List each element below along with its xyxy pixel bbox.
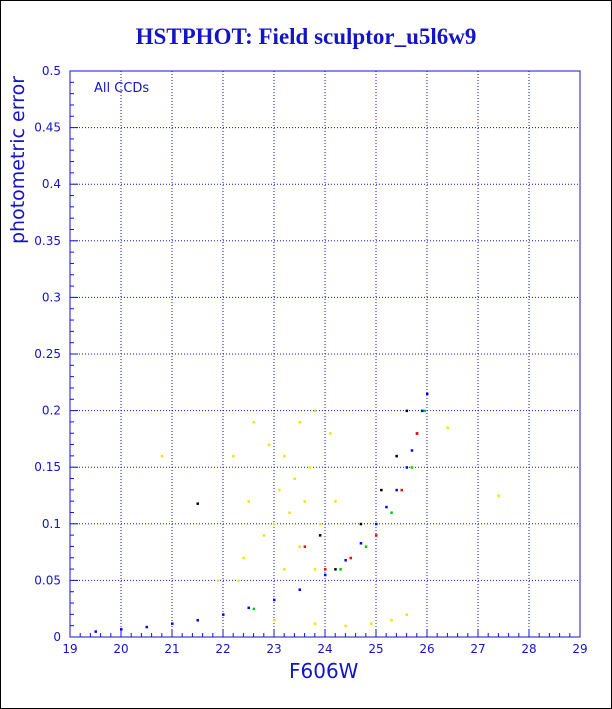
x-tick-label: 24 xyxy=(317,642,332,656)
data-point xyxy=(318,534,322,537)
data-point xyxy=(303,545,307,548)
data-point xyxy=(232,454,235,458)
data-point xyxy=(497,494,500,497)
y-tick-label: 0.45 xyxy=(34,121,61,135)
data-point xyxy=(349,556,352,560)
data-point xyxy=(283,568,286,571)
data-point xyxy=(298,545,301,548)
data-point xyxy=(273,598,276,602)
data-point xyxy=(283,454,286,458)
data-point xyxy=(278,488,281,492)
data-point xyxy=(242,556,245,560)
y-tick-label: 0.25 xyxy=(34,347,61,361)
data-point xyxy=(196,619,199,622)
data-point xyxy=(395,488,398,492)
data-point xyxy=(94,630,97,633)
data-point xyxy=(364,545,368,548)
chart-title: HSTPHOT: Field sculptor_u5l6w9 xyxy=(135,24,477,49)
x-tick-label: 23 xyxy=(266,642,281,656)
data-point xyxy=(405,409,409,413)
data-point xyxy=(359,542,363,545)
data-point xyxy=(308,466,312,469)
data-point xyxy=(395,454,398,458)
data-point xyxy=(303,500,307,503)
data-point xyxy=(415,432,419,435)
y-tick-label: 0.15 xyxy=(34,460,61,474)
data-point xyxy=(252,420,256,424)
data-point xyxy=(334,500,337,503)
y-tick-label: 0.2 xyxy=(42,404,61,418)
y-tick-label: 0.3 xyxy=(42,290,61,304)
data-point xyxy=(385,505,388,509)
data-point xyxy=(446,426,449,430)
data-point xyxy=(420,409,424,413)
data-point xyxy=(252,607,256,611)
data-point xyxy=(247,500,250,503)
data-point xyxy=(145,625,148,629)
y-tick-label: 0.1 xyxy=(42,517,61,531)
data-point xyxy=(324,568,327,571)
data-point xyxy=(267,443,271,447)
data-point xyxy=(298,420,301,424)
x-tick-label: 20 xyxy=(113,642,128,656)
data-point xyxy=(405,466,409,469)
data-point xyxy=(216,579,220,582)
data-point xyxy=(247,606,250,610)
data-point xyxy=(222,613,225,616)
data-point xyxy=(380,488,383,492)
annotation-all-ccds: All CCDs xyxy=(94,81,149,96)
data-point xyxy=(426,392,429,396)
data-point xyxy=(171,622,174,625)
data-point xyxy=(329,432,332,435)
data-point xyxy=(324,573,327,577)
x-tick-label: 29 xyxy=(572,642,587,656)
data-point xyxy=(375,522,378,526)
data-point xyxy=(334,568,337,571)
data-point xyxy=(405,613,409,616)
data-point xyxy=(400,488,403,492)
data-point xyxy=(369,622,373,625)
y-tick-label: 0.35 xyxy=(34,234,61,248)
data-point xyxy=(339,568,342,571)
data-point xyxy=(196,502,199,505)
data-point xyxy=(237,579,240,582)
data-point xyxy=(262,534,266,537)
x-tick-label: 27 xyxy=(470,642,485,656)
y-tick-label: 0.5 xyxy=(42,64,61,78)
x-tick-label: 25 xyxy=(368,642,383,656)
data-point xyxy=(390,511,393,514)
data-point xyxy=(293,477,296,481)
data-point xyxy=(273,619,276,622)
data-point xyxy=(313,409,317,413)
data-point xyxy=(410,449,414,452)
data-point xyxy=(160,454,164,458)
data-point xyxy=(288,511,291,514)
data-point xyxy=(375,534,378,537)
x-tick-label: 28 xyxy=(521,642,536,656)
plot-frame xyxy=(69,70,581,638)
y-tick-label: 0 xyxy=(53,630,61,644)
data-point xyxy=(120,628,123,631)
data-point xyxy=(313,568,317,571)
data-point xyxy=(273,522,276,526)
x-tick-label: 21 xyxy=(164,642,179,656)
data-point xyxy=(344,559,347,562)
data-point xyxy=(318,522,322,526)
data-point xyxy=(344,624,347,628)
data-point xyxy=(410,466,414,469)
x-tick-label: 22 xyxy=(215,642,230,656)
data-point xyxy=(390,619,393,622)
y-tick-label: 0.05 xyxy=(34,573,61,587)
data-point xyxy=(359,522,363,526)
x-tick-label: 26 xyxy=(419,642,434,656)
y-tick-label: 0.4 xyxy=(42,177,61,191)
data-point xyxy=(298,588,301,591)
data-point xyxy=(423,409,426,413)
data-point xyxy=(313,622,317,625)
y-axis-label: photometric error xyxy=(7,75,29,245)
x-tick-label: 19 xyxy=(62,642,77,656)
x-axis-label: F606W xyxy=(289,659,359,683)
